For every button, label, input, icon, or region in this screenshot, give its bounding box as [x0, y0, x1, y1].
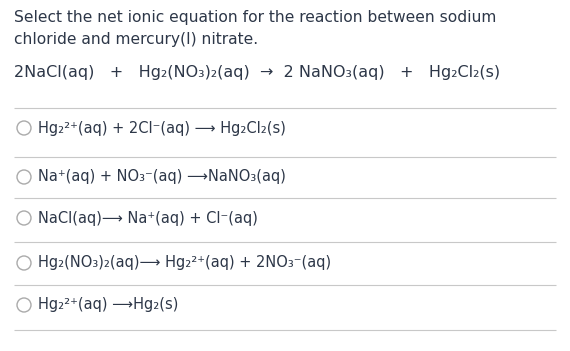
Text: 2NaCl(aq)   +   Hg₂(NO₃)₂(aq)  →  2 NaNO₃(aq)   +   Hg₂Cl₂(s): 2NaCl(aq) + Hg₂(NO₃)₂(aq) → 2 NaNO₃(aq) … [14, 65, 500, 80]
Text: Select the net ionic equation for the reaction between sodium: Select the net ionic equation for the re… [14, 10, 496, 25]
Text: Hg₂²⁺(aq) + 2Cl⁻(aq) ⟶ Hg₂Cl₂(s): Hg₂²⁺(aq) + 2Cl⁻(aq) ⟶ Hg₂Cl₂(s) [38, 120, 286, 135]
Text: Hg₂²⁺(aq) ⟶Hg₂(s): Hg₂²⁺(aq) ⟶Hg₂(s) [38, 298, 178, 312]
Text: Hg₂(NO₃)₂(aq)⟶ Hg₂²⁺(aq) + 2NO₃⁻(aq): Hg₂(NO₃)₂(aq)⟶ Hg₂²⁺(aq) + 2NO₃⁻(aq) [38, 256, 331, 271]
Text: chloride and mercury(I) nitrate.: chloride and mercury(I) nitrate. [14, 32, 258, 47]
Text: NaCl(aq)⟶ Na⁺(aq) + Cl⁻(aq): NaCl(aq)⟶ Na⁺(aq) + Cl⁻(aq) [38, 211, 258, 225]
Text: Na⁺(aq) + NO₃⁻(aq) ⟶NaNO₃(aq): Na⁺(aq) + NO₃⁻(aq) ⟶NaNO₃(aq) [38, 170, 286, 185]
